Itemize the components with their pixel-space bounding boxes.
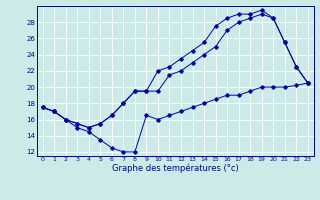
X-axis label: Graphe des températures (°c): Graphe des températures (°c) xyxy=(112,164,239,173)
